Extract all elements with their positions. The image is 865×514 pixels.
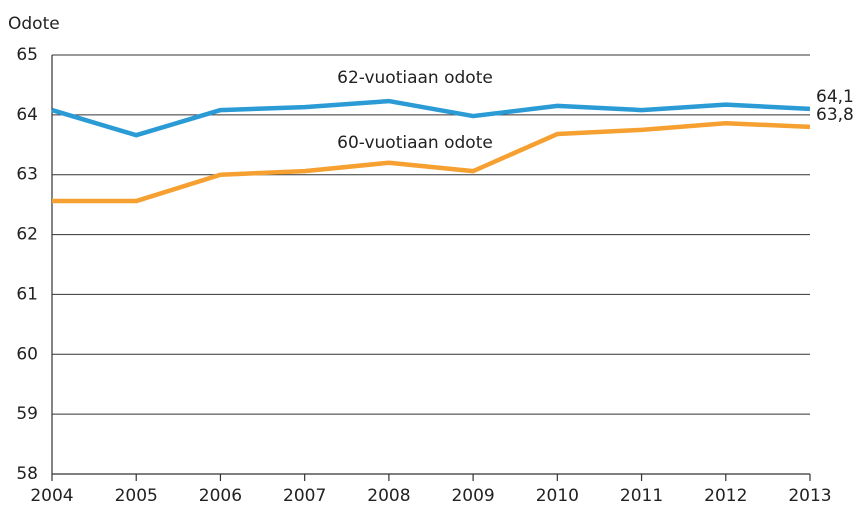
x-tick-label: 2007 [283,486,326,506]
series-label: 62-vuotiaan odote [337,68,493,88]
y-tick-label: 61 [16,284,38,304]
x-tick-label: 2009 [451,486,494,506]
x-tick-label: 2013 [788,486,831,506]
y-tick-label: 60 [16,344,38,364]
series-line [51,98,811,138]
x-tick-label: 2008 [367,486,410,506]
x-tick-label: 2012 [704,486,747,506]
y-tick-label: 58 [16,464,38,484]
x-tick-label: 2006 [199,486,242,506]
x-tick-label: 2005 [115,486,158,506]
x-tick-label: 2004 [30,486,73,506]
y-tick-label: 62 [16,225,38,245]
y-axis-label: Odote [8,14,60,34]
y-tick-label: 63 [16,165,38,185]
x-tick-label: 2010 [536,486,579,506]
y-tick-label: 65 [16,45,38,65]
value-label: 63,8 [816,105,854,125]
value-label: 64,1 [816,87,854,107]
series-line [52,120,811,204]
x-tick-label: 2011 [620,486,663,506]
y-tick-label: 59 [16,404,38,424]
series-label: 60-vuotiaan odote [337,133,493,153]
y-tick-label: 64 [16,105,38,125]
